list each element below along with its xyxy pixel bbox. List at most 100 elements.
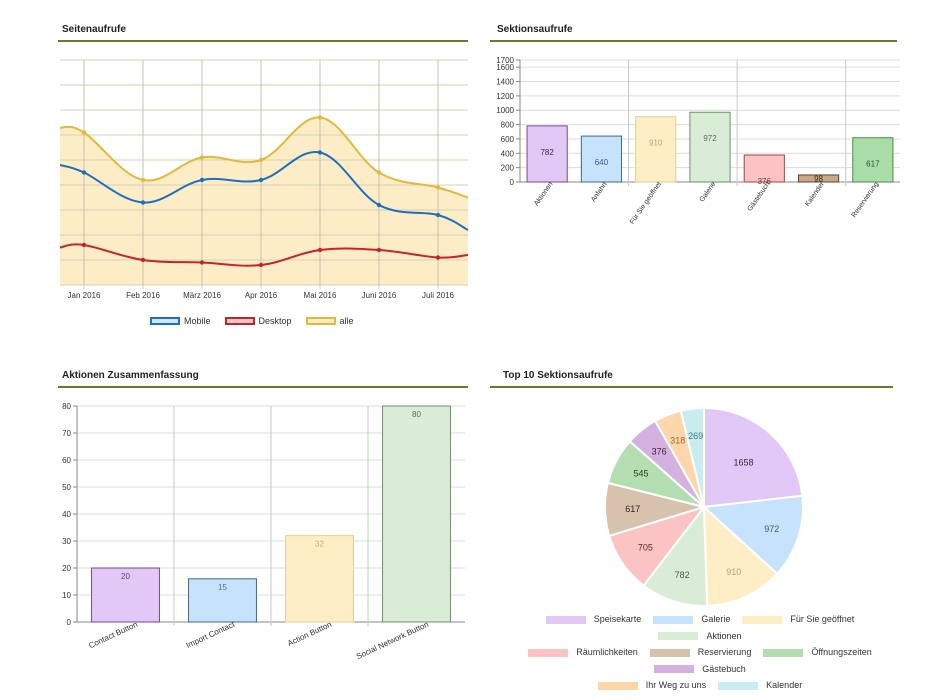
pie-slice-für-sie-geöffnet — [702, 504, 779, 607]
y-tick-label: 200 — [501, 164, 515, 173]
data-point-desktop — [258, 262, 264, 268]
legend-swatch — [305, 317, 336, 325]
legend-item[interactable]: Gästebuch — [654, 662, 746, 677]
x-tick-label: Import Contact — [185, 619, 237, 650]
legend-row: Ihr Weg zu uns Kalender — [515, 678, 885, 695]
x-tick-label: Juli 2016 — [422, 291, 455, 300]
y-tick-label: 40 — [62, 510, 71, 519]
bar-value-label: 98 — [814, 174, 823, 183]
legend-item-alle[interactable]: alle — [305, 316, 354, 326]
bar-value-label: 80 — [412, 410, 421, 419]
legend-swatch — [653, 615, 694, 624]
title-divider — [58, 386, 468, 388]
y-tick-label: 1600 — [496, 63, 514, 72]
data-point-mobile — [81, 170, 87, 175]
x-tick-label: Feb 2016 — [126, 291, 160, 300]
legend-label: Aktionen — [706, 630, 742, 641]
legend-item[interactable]: Öffnungszeiten — [763, 645, 872, 660]
bar-value-label: 617 — [866, 160, 880, 169]
x-tick-label: Action Button — [286, 620, 333, 648]
pie-value-label: 782 — [675, 570, 690, 580]
legend-row: Räumlichkeiten Reservierung Öffnungszeiten… — [515, 645, 885, 678]
legend-swatch — [224, 317, 255, 325]
x-tick-label: Juni 2016 — [362, 291, 397, 300]
bar — [382, 405, 451, 623]
bar — [852, 137, 894, 183]
y-tick-label: 30 — [62, 537, 71, 546]
bar-value-label: 640 — [595, 158, 609, 167]
x-tick-label: Galerie — [699, 181, 718, 204]
legend-item[interactable]: Galerie — [653, 612, 730, 627]
legend-label: alle — [339, 316, 354, 326]
legend-swatch — [763, 648, 804, 657]
top10-legend: Speisekarte Galerie Für Sie geöffnet Aktion… — [515, 612, 885, 695]
bar-value-label: 972 — [703, 134, 717, 143]
pie-value-label: 617 — [625, 504, 640, 514]
data-point-alle — [140, 177, 146, 183]
pie-slice-speisekarte — [703, 406, 804, 509]
legend-item[interactable]: Ihr Weg zu uns — [597, 678, 707, 693]
x-tick-label: Für Sie geöffnet — [629, 181, 663, 226]
bar — [526, 125, 568, 183]
top10-title: Top 10 Sektionsaufrufe — [503, 370, 613, 381]
x-tick-label: März 2016 — [183, 291, 221, 300]
data-point-desktop — [81, 242, 87, 248]
pie-value-label: 910 — [726, 567, 741, 577]
legend-swatch — [654, 665, 695, 673]
pie-slice-kalender — [679, 406, 705, 508]
x-tick-label: Aktionen — [533, 181, 554, 207]
pie-value-label: 1658 — [734, 458, 754, 468]
y-tick-label: 80 — [62, 402, 71, 411]
legend-label: Ihr Weg zu uns — [645, 680, 707, 690]
bar — [635, 116, 677, 183]
data-point-mobile — [199, 177, 205, 183]
legend-item-mobile[interactable]: Mobile — [150, 316, 211, 326]
title-divider — [58, 40, 468, 42]
x-tick-label: Apr 2016 — [245, 291, 278, 300]
y-tick-label: 60 — [62, 456, 71, 465]
y-tick-label: 0 — [510, 178, 515, 187]
legend-label: Für Sie geöffnet — [790, 614, 855, 624]
y-tick-label: 400 — [501, 149, 515, 158]
legend-swatch — [150, 317, 180, 325]
data-point-desktop — [140, 257, 146, 263]
bar — [797, 174, 840, 183]
y-tick-label: 1400 — [496, 78, 514, 87]
pie-slice-galerie — [701, 494, 804, 576]
pie-value-label: 376 — [652, 447, 667, 457]
legend-item[interactable]: Speisekarte — [545, 612, 642, 627]
bar-value-label: 32 — [315, 540, 324, 549]
pie-value-label: 269 — [688, 431, 703, 441]
legend-item[interactable]: Räumlichkeiten — [528, 645, 638, 660]
legend-swatch — [649, 648, 690, 657]
bar-value-label: 20 — [121, 572, 130, 581]
x-tick-label: Kalender — [804, 180, 826, 208]
legend-item-desktop[interactable]: Desktop — [224, 316, 292, 326]
legend-swatch — [597, 681, 638, 690]
bar — [188, 578, 257, 623]
legend-label: Kalender — [766, 680, 803, 690]
x-tick-label: Anfahrt — [590, 181, 609, 204]
legend-item[interactable]: Für Sie geöffnet — [742, 612, 854, 627]
y-tick-label: 50 — [62, 483, 71, 492]
bar — [743, 154, 785, 183]
y-tick-label: 1700 — [496, 56, 514, 65]
legend-item[interactable]: Aktionen — [658, 629, 742, 644]
bar — [285, 535, 354, 623]
legend-item[interactable]: Kalender — [718, 678, 802, 693]
title-divider — [490, 40, 897, 42]
x-tick-label: Social Network Button — [355, 620, 430, 661]
legend-item[interactable]: Reservierung — [649, 645, 752, 660]
bar-value-label: 376 — [758, 177, 772, 186]
page-views-legend: Mobile Desktop alle — [150, 316, 368, 327]
data-point-desktop — [435, 255, 441, 260]
legend-label: Galerie — [701, 614, 731, 624]
pie-slice-aktionen — [642, 504, 709, 607]
legend-label: Speisekarte — [593, 614, 642, 624]
pie-value-label: 318 — [670, 436, 685, 446]
legend-swatch — [545, 615, 586, 624]
x-tick-label: Contact Button — [87, 620, 139, 651]
legend-label: Reservierung — [697, 647, 752, 657]
data-point-mobile — [317, 150, 323, 155]
